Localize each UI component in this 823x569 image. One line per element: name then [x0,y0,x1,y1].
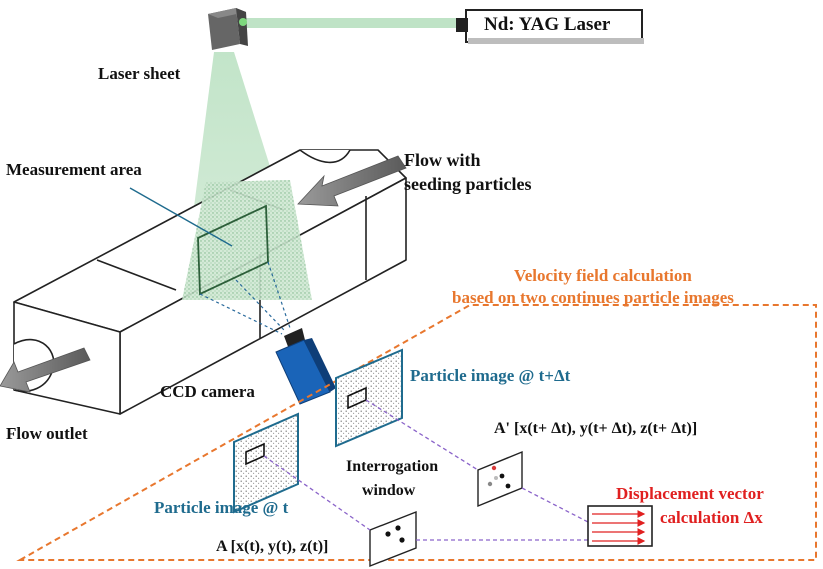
displacement-vector-box [587,505,653,547]
displacement-label-line1: Displacement vector [616,484,764,503]
optics-lens [239,18,247,26]
particle-image-t-dt-label: Particle image @ t+Δt [410,366,571,385]
measurement-area-leader [129,187,233,247]
interrogation-window-label-line1: Interrogation [346,458,439,475]
measurement-area-label: Measurement area [6,160,142,179]
velocity-field-title-line2: based on two continues particle images [452,288,734,307]
optics-body [208,8,240,50]
laser-sheet-label: Laser sheet [98,64,181,83]
flow-in-label-line2: seeding particles [404,174,532,194]
laser-box-depth [468,38,644,44]
light-sheet-plane [182,180,312,300]
laser-unit [242,9,644,44]
flow-in-label-line1: Flow with [404,150,481,170]
laser-nozzle [456,18,468,32]
flow-in-arrow [297,155,407,207]
displacement-label-line2: calculation Δx [660,508,763,527]
interrogation-window-a [369,510,417,568]
flow-outlet-label: Flow outlet [6,424,88,443]
channel-inlet-cutout [299,149,351,164]
channel-top-segment-1 [96,259,177,291]
a-prime-coordinates: A' [x(t+ Δt), y(t+ Δt), z(t+ Δt)] [494,420,698,437]
interrogation-window-label-line2: window [362,482,416,499]
optics-side [236,8,248,46]
laser-label: Nd: YAG Laser [484,14,611,35]
ccd-camera [275,328,336,405]
camera-side [304,338,336,392]
particle-image-t-label: Particle image @ t [154,498,289,517]
velocity-field-title-line1: Velocity field calculation [514,266,692,285]
interrogation-window-a-prime [477,450,523,508]
flow-outlet-arrow [0,347,91,393]
particle-image-t-dt [335,348,403,448]
connector-lines [263,399,589,541]
laser-beam [242,18,456,28]
a-coordinates: A [x(t), y(t), z(t)] [216,538,329,555]
velocity-calc-frame [16,304,817,561]
ccd-camera-label: CCD camera [160,382,255,401]
optics-head [208,8,248,50]
